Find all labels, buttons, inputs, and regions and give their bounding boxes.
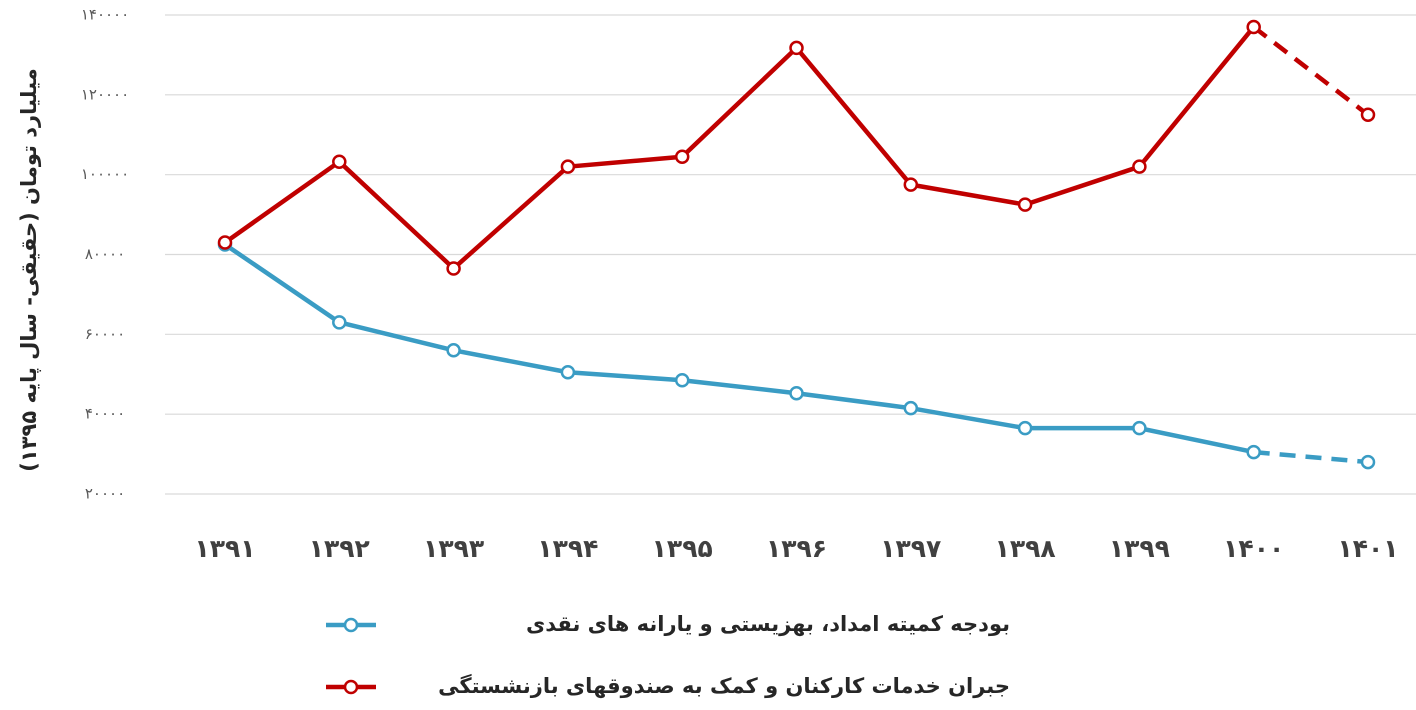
- series-line: [223, 25, 1256, 271]
- y-axis-label: میلیارد تومان (حقیقی- سال پایه ۱۳۹۵): [17, 68, 41, 471]
- data-point: [332, 315, 347, 330]
- y-tick-label: ۲۰۰۰۰: [85, 485, 125, 503]
- y-tick-label: ۶۰۰۰۰: [85, 325, 125, 343]
- series-line: [223, 242, 1255, 455]
- y-tick-label: ۱۴۰۰۰۰: [81, 6, 129, 24]
- data-point: [446, 261, 461, 276]
- data-point: [1360, 454, 1376, 470]
- x-tick-label: ۱۳۹۶: [766, 534, 827, 563]
- x-tick-label: ۱۳۹۵: [652, 534, 713, 563]
- legend-label: جبران خدمات کارکنان و کمک به صندوقهای با…: [438, 673, 1010, 698]
- data-point: [446, 343, 461, 358]
- x-tick-label: ۱۳۹۸: [995, 534, 1056, 563]
- legend-marker: [343, 679, 359, 695]
- projected-line: [1253, 449, 1369, 465]
- data-point: [1246, 444, 1261, 460]
- x-tick-label: ۱۳۹۱: [194, 534, 255, 563]
- data-point: [1246, 19, 1261, 35]
- y-tick-label: ۱۰۰۰۰۰: [81, 165, 129, 183]
- data-point: [560, 365, 576, 380]
- legend-marker: [343, 617, 359, 633]
- x-tick-label: ۱۳۹۴: [537, 534, 598, 563]
- data-point: [789, 40, 804, 56]
- data-point: [1017, 420, 1033, 436]
- x-tick-label: ۱۴۰۰: [1223, 534, 1284, 563]
- y-tick-label: ۸۰۰۰۰: [85, 245, 125, 263]
- data-point: [1132, 420, 1147, 436]
- y-tick-label: ۴۰۰۰۰: [85, 405, 125, 423]
- x-tick-label: ۱۳۹۹: [1109, 534, 1170, 563]
- data-point: [332, 154, 347, 169]
- data-point: [789, 385, 804, 401]
- x-tick-label: ۱۳۹۳: [423, 534, 484, 563]
- data-point: [1017, 197, 1033, 212]
- legend-label: بودجه کمیته امداد، بهزیستی و یارانه های …: [526, 612, 1010, 636]
- data-point: [903, 400, 919, 416]
- data-point: [560, 159, 576, 174]
- data-point: [217, 235, 233, 250]
- projected-line: [1252, 25, 1370, 117]
- data-point: [1132, 159, 1147, 174]
- data-point: [674, 372, 690, 388]
- data-point: [903, 177, 919, 192]
- y-tick-label: ۱۲۰۰۰۰: [81, 85, 129, 103]
- x-tick-label: ۱۳۹۷: [880, 534, 941, 563]
- data-point: [1360, 107, 1376, 123]
- x-tick-label: ۱۴۰۱: [1337, 534, 1398, 563]
- x-tick-label: ۱۳۹۲: [309, 534, 370, 563]
- data-point: [674, 149, 690, 164]
